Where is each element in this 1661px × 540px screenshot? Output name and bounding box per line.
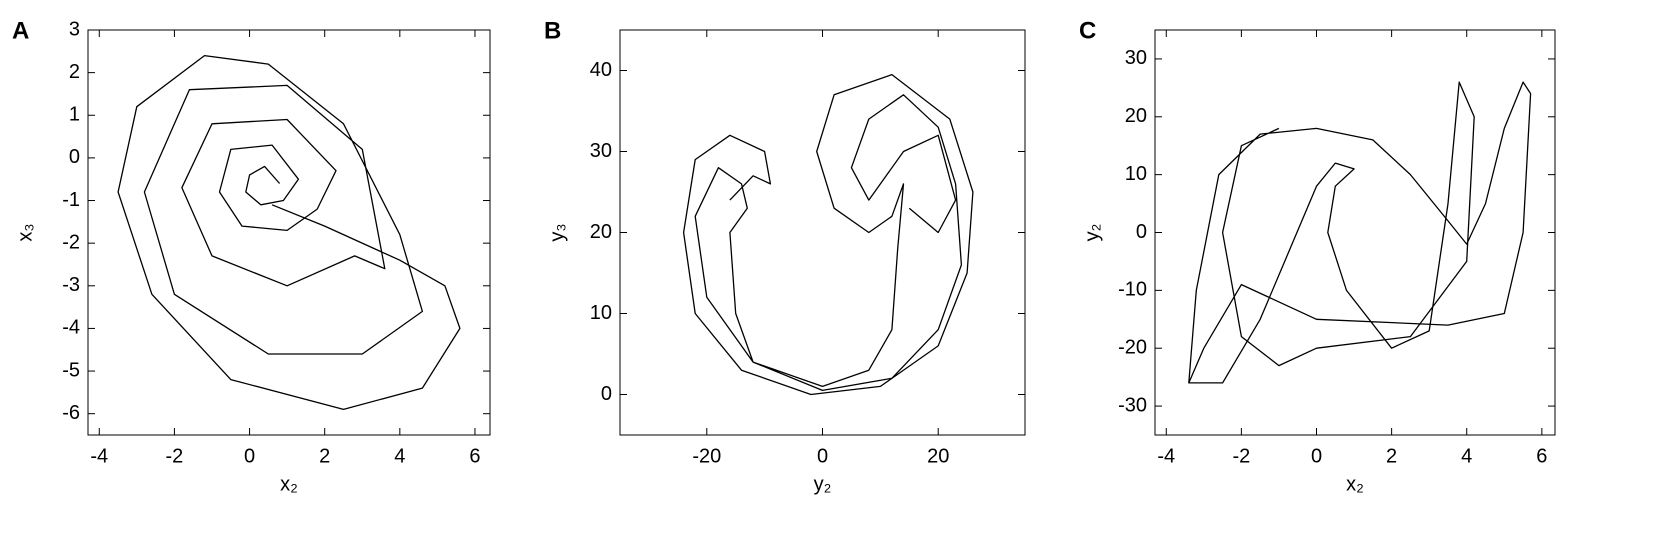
- x-axis-label: y₂: [814, 473, 832, 495]
- panel-letter: B: [544, 17, 561, 44]
- axes-frame: [87, 29, 491, 436]
- y-tick-label: 0: [601, 383, 612, 405]
- x-tick-label: -2: [1232, 445, 1250, 467]
- x-axis-label: x₂: [280, 473, 298, 495]
- x-tick-label: -20: [692, 445, 721, 467]
- y-tick-label: -6: [62, 402, 80, 424]
- y-tick-label: -4: [62, 317, 80, 339]
- panel-letter: A: [12, 17, 29, 44]
- x-tick-label: 2: [1386, 445, 1397, 467]
- y-tick-label: -1: [62, 189, 80, 211]
- x-tick-label: -2: [166, 445, 184, 467]
- x-tick-label: 4: [394, 445, 405, 467]
- y-tick-label: -3: [62, 274, 80, 296]
- y-tick-label: 30: [1125, 47, 1147, 69]
- y-tick-label: 0: [69, 146, 80, 168]
- trajectory: [1188, 81, 1532, 384]
- y-tick-label: -2: [62, 231, 80, 253]
- x-tick-label: 4: [1461, 445, 1472, 467]
- y-tick-label: 30: [590, 140, 612, 162]
- axes-frame: [619, 29, 1026, 436]
- y-tick-label: 40: [590, 59, 612, 81]
- y-tick-label: 20: [1125, 105, 1147, 127]
- trajectory: [682, 73, 974, 396]
- x-tick-label: -4: [90, 445, 108, 467]
- y-axis-label: y₂: [1081, 224, 1103, 242]
- axes-frame: [1154, 29, 1556, 436]
- x-axis-label: x₂: [1346, 473, 1364, 495]
- y-tick-label: 0: [1136, 221, 1147, 243]
- y-tick-label: -10: [1118, 279, 1147, 301]
- panel: -4 -2 0 2 4 6 -6 -5 -4 -3 -2 -1 0 1 2 3 Ax₂ x₃: [12, 17, 491, 495]
- x-tick-label: 0: [244, 445, 255, 467]
- x-tick-label: 2: [319, 445, 330, 467]
- panel-letter: C: [1079, 17, 1096, 44]
- y-axis-label: x₃: [14, 223, 36, 241]
- x-tick-label: 6: [1536, 445, 1547, 467]
- x-tick-label: 20: [927, 445, 949, 467]
- y-tick-label: 3: [69, 18, 80, 40]
- y-tick-label: 10: [1125, 163, 1147, 185]
- y-axis-label: y₃: [546, 223, 568, 241]
- y-tick-label: 20: [590, 221, 612, 243]
- y-tick-label: -20: [1118, 336, 1147, 358]
- y-tick-label: 10: [590, 302, 612, 324]
- x-tick-label: 0: [817, 445, 828, 467]
- x-tick-label: -4: [1157, 445, 1175, 467]
- x-tick-label: 6: [469, 445, 480, 467]
- y-tick-label: -5: [62, 359, 80, 381]
- y-tick-label: -30: [1118, 394, 1147, 416]
- trajectory: [117, 54, 461, 411]
- y-tick-label: 2: [69, 61, 80, 83]
- x-tick-label: 0: [1311, 445, 1322, 467]
- panel: -20 0 20 0 10 20 30 40 By₂ y₃: [544, 17, 1026, 495]
- y-tick-label: 1: [69, 104, 80, 126]
